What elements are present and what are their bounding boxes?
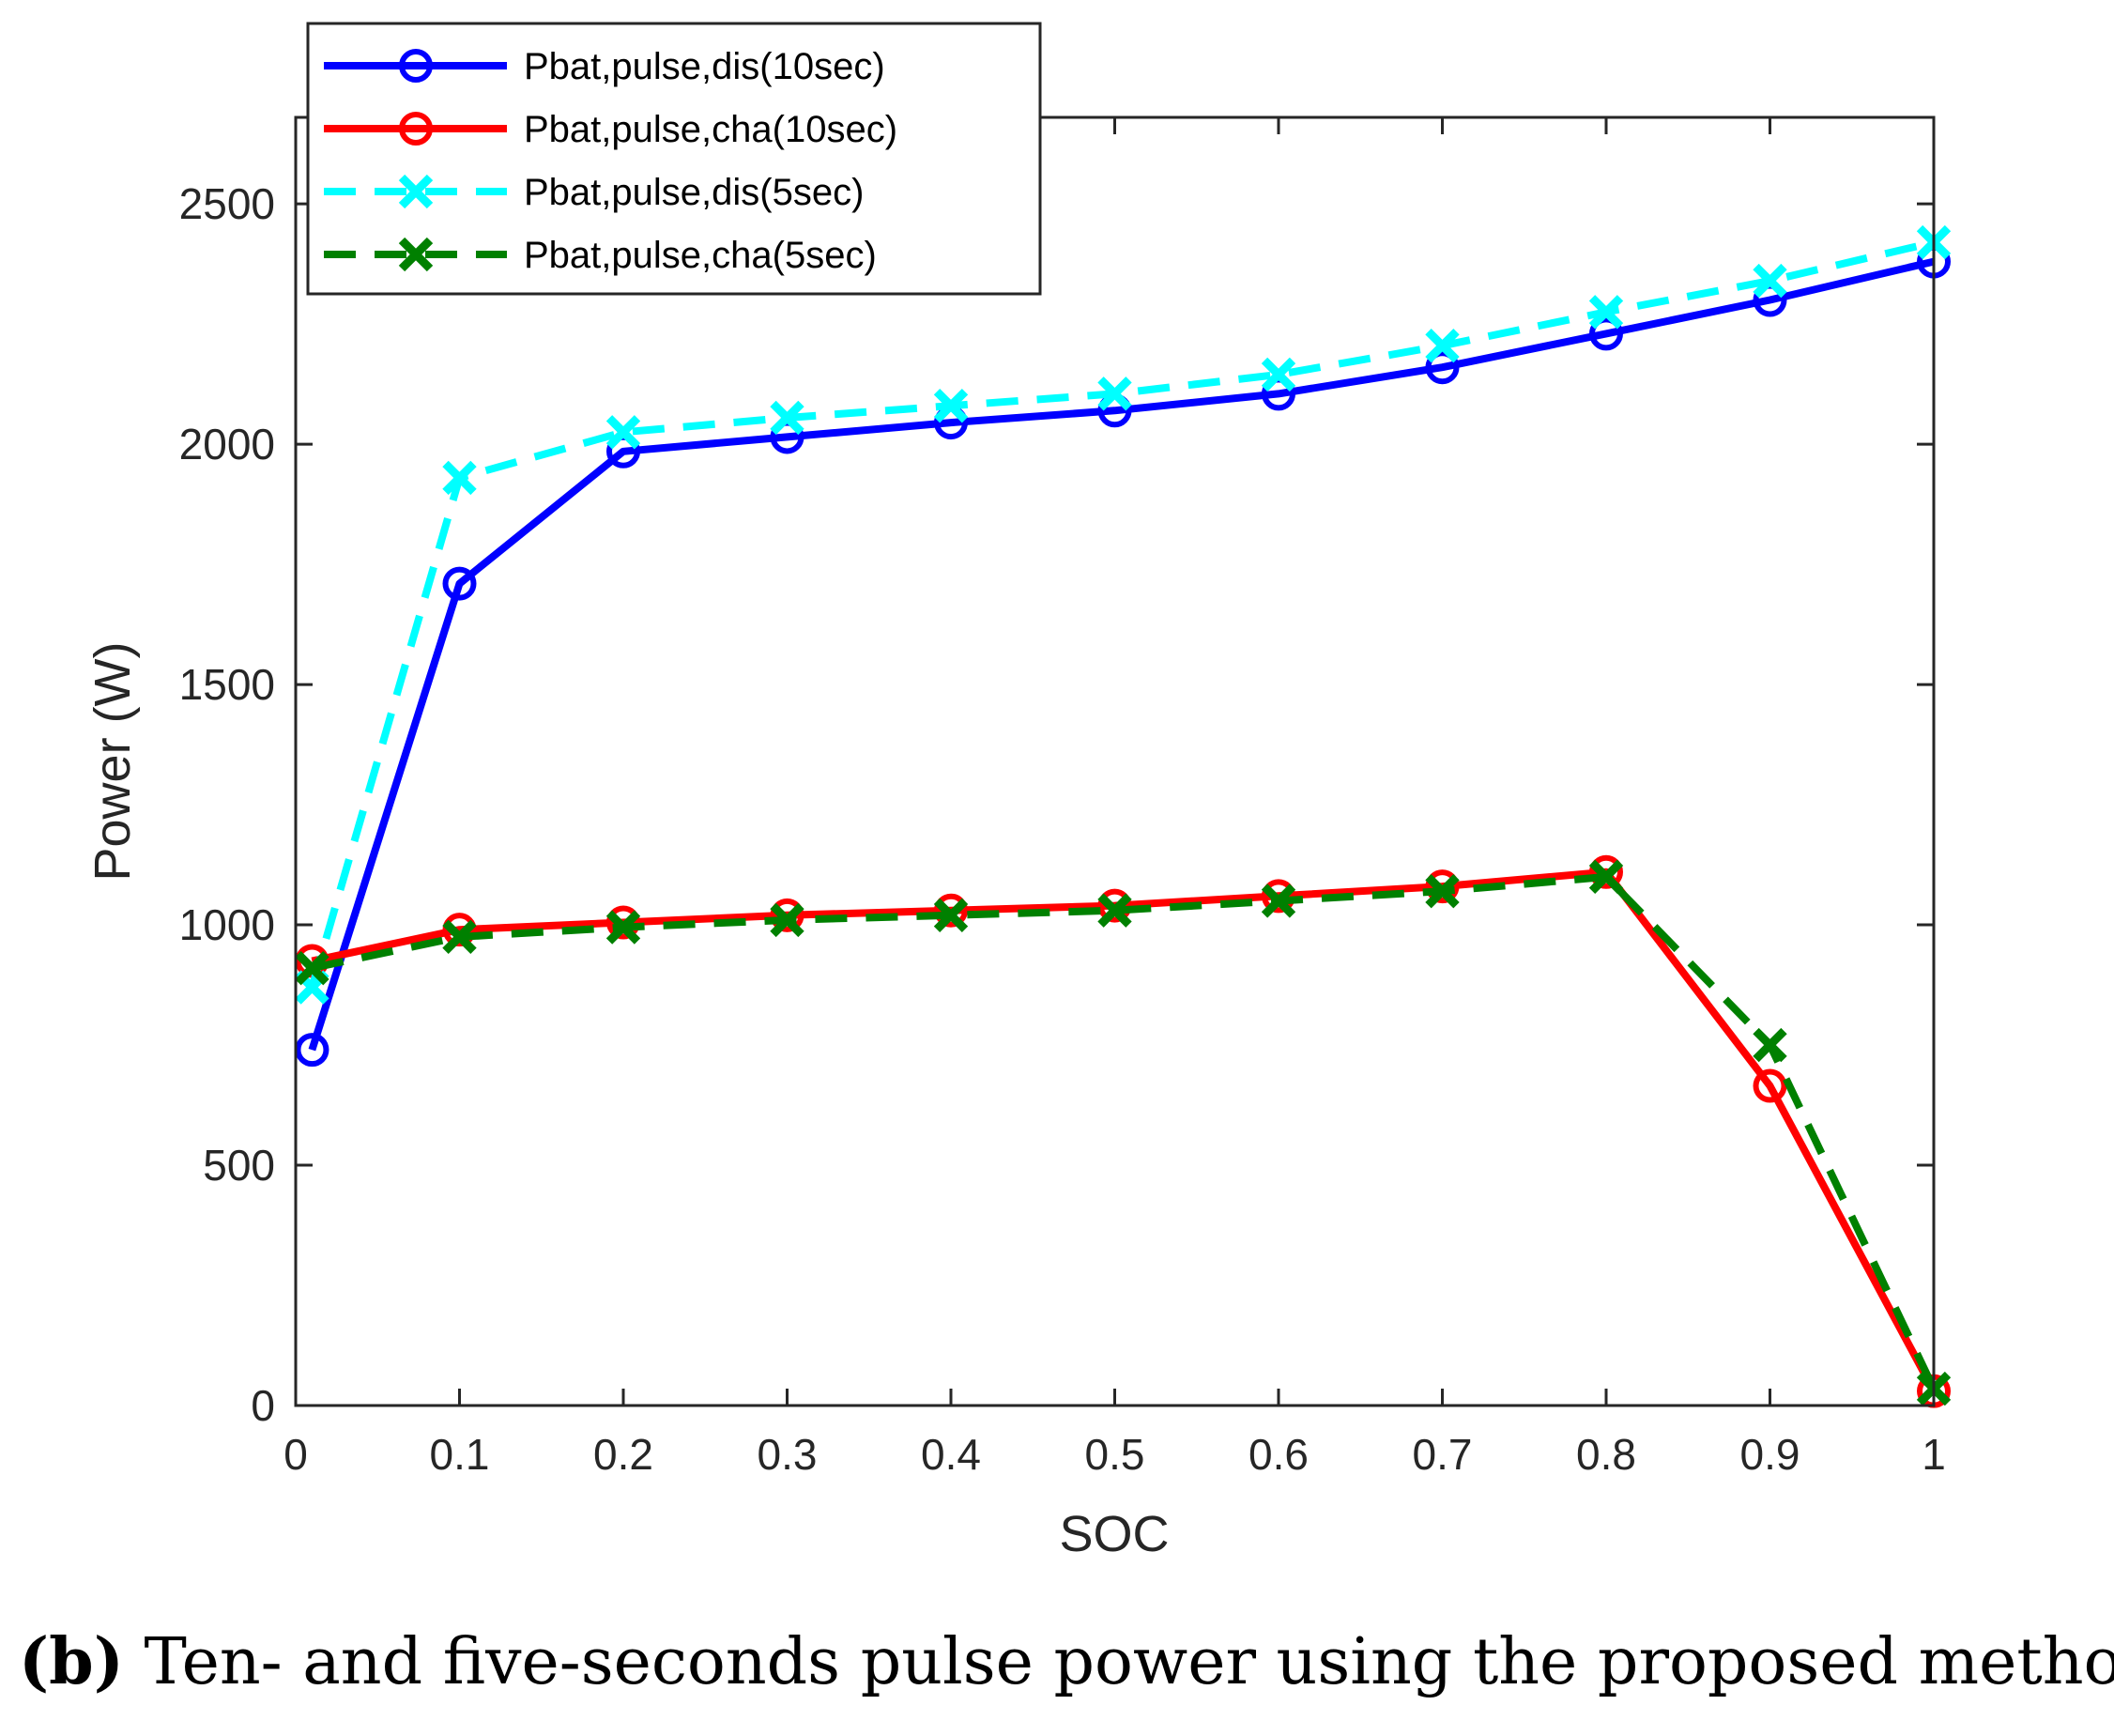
- series-4: [295, 859, 1952, 1406]
- y-tick-label: 1000: [179, 900, 275, 949]
- legend-label: Pbat,pulse,dis(10sec): [524, 46, 885, 87]
- chart: 0 500 1000 1500 2000 2500 0 0.1 0.2 0.3 0.4 0.5 0.6…: [84, 22, 1952, 1562]
- legend-label: Pbat,pulse,cha(10sec): [524, 109, 897, 150]
- legend-x-marker: [398, 174, 434, 209]
- series-layer: [295, 224, 1952, 1408]
- data-point: [1425, 350, 1460, 385]
- x-tick-label: 0.1: [430, 1430, 490, 1479]
- legend-entry: Pbat,pulse,dis(5sec): [324, 172, 864, 213]
- y-axis-title: Power (W): [84, 642, 141, 882]
- y-tick-label: 500: [203, 1141, 275, 1190]
- data-point: [1262, 879, 1295, 914]
- x-tick-label: 0.8: [1576, 1430, 1636, 1479]
- x-tick-label: 0.7: [1413, 1430, 1473, 1479]
- x-tick-label: 0.2: [593, 1430, 653, 1479]
- legend-label: Pbat,pulse,dis(5sec): [524, 172, 864, 213]
- data-point: [605, 415, 641, 450]
- plot-frame: [294, 115, 1936, 1407]
- data-point: [1588, 295, 1624, 330]
- y-tick-label: 0: [251, 1381, 275, 1430]
- x-axis-ticks: 0 0.1 0.2 0.3 0.4 0.5 0.6 0.7 0.8 0.9 1: [283, 117, 1946, 1479]
- data-point: [295, 1033, 329, 1068]
- data-point: [1589, 854, 1623, 889]
- data-point: [1753, 1027, 1787, 1063]
- data-point: [1589, 316, 1623, 351]
- data-point: [1425, 869, 1460, 904]
- data-point: [442, 566, 477, 601]
- x-axis-title: SOC: [1059, 1506, 1169, 1562]
- y-tick-label: 2000: [179, 420, 275, 469]
- data-point: [1097, 376, 1132, 411]
- data-point: [1588, 859, 1624, 895]
- caption-text: Ten- and five-seconds pulse power using …: [123, 1625, 2114, 1699]
- x-tick-label: 0.6: [1248, 1430, 1309, 1479]
- data-point: [1753, 1068, 1787, 1103]
- data-point: [1425, 328, 1460, 363]
- legend-x-marker: [398, 237, 434, 272]
- plot-area: [296, 117, 1934, 1406]
- data-point: [442, 460, 477, 496]
- caption-label: (b): [19, 1624, 124, 1699]
- data-point: [770, 898, 804, 932]
- data-point: [1097, 888, 1132, 923]
- legend-circle-marker: [399, 49, 433, 83]
- data-point: [442, 919, 477, 955]
- series-line: [308, 257, 1935, 1052]
- legend-circle-marker: [399, 112, 433, 146]
- x-tick-label: 0.9: [1740, 1430, 1800, 1479]
- data-point: [933, 388, 969, 423]
- data-point: [442, 913, 477, 947]
- x-tick-label: 0.3: [758, 1430, 818, 1479]
- x-tick-label: 1: [1922, 1430, 1946, 1479]
- data-point: [933, 898, 969, 933]
- legend-entry: Pbat,pulse,dis(10sec): [324, 46, 885, 87]
- series-line: [311, 872, 1938, 1390]
- data-point: [605, 910, 641, 945]
- y-tick-label: 1500: [179, 660, 275, 709]
- legend-entry: Pbat,pulse,cha(5sec): [324, 235, 877, 276]
- data-point: [1261, 883, 1296, 918]
- x-tick-label: 0: [283, 1430, 308, 1479]
- legend-entry: Pbat,pulse,cha(10sec): [324, 109, 897, 150]
- y-axis-ticks: 0 500 1000 1500 2000 2500: [179, 179, 1934, 1430]
- y-tick-label: 2500: [179, 179, 275, 228]
- legend-label: Pbat,pulse,cha(5sec): [524, 235, 877, 276]
- data-point: [1097, 893, 1132, 928]
- data-point: [1261, 357, 1296, 392]
- data-point: [606, 905, 640, 940]
- data-point: [295, 950, 329, 986]
- legend: Pbat,pulse,dis(10sec) Pbat,pulse,cha(10se…: [306, 22, 1042, 296]
- x-tick-label: 0.4: [921, 1430, 981, 1479]
- x-tick-label: 0.5: [1085, 1430, 1145, 1479]
- data-point: [1425, 874, 1460, 909]
- data-point: [770, 400, 804, 436]
- data-point: [1753, 263, 1787, 299]
- figure-caption: (b) Ten- and five-seconds pulse power us…: [19, 1624, 2114, 1699]
- data-point: [934, 893, 968, 928]
- data-point: [770, 902, 804, 938]
